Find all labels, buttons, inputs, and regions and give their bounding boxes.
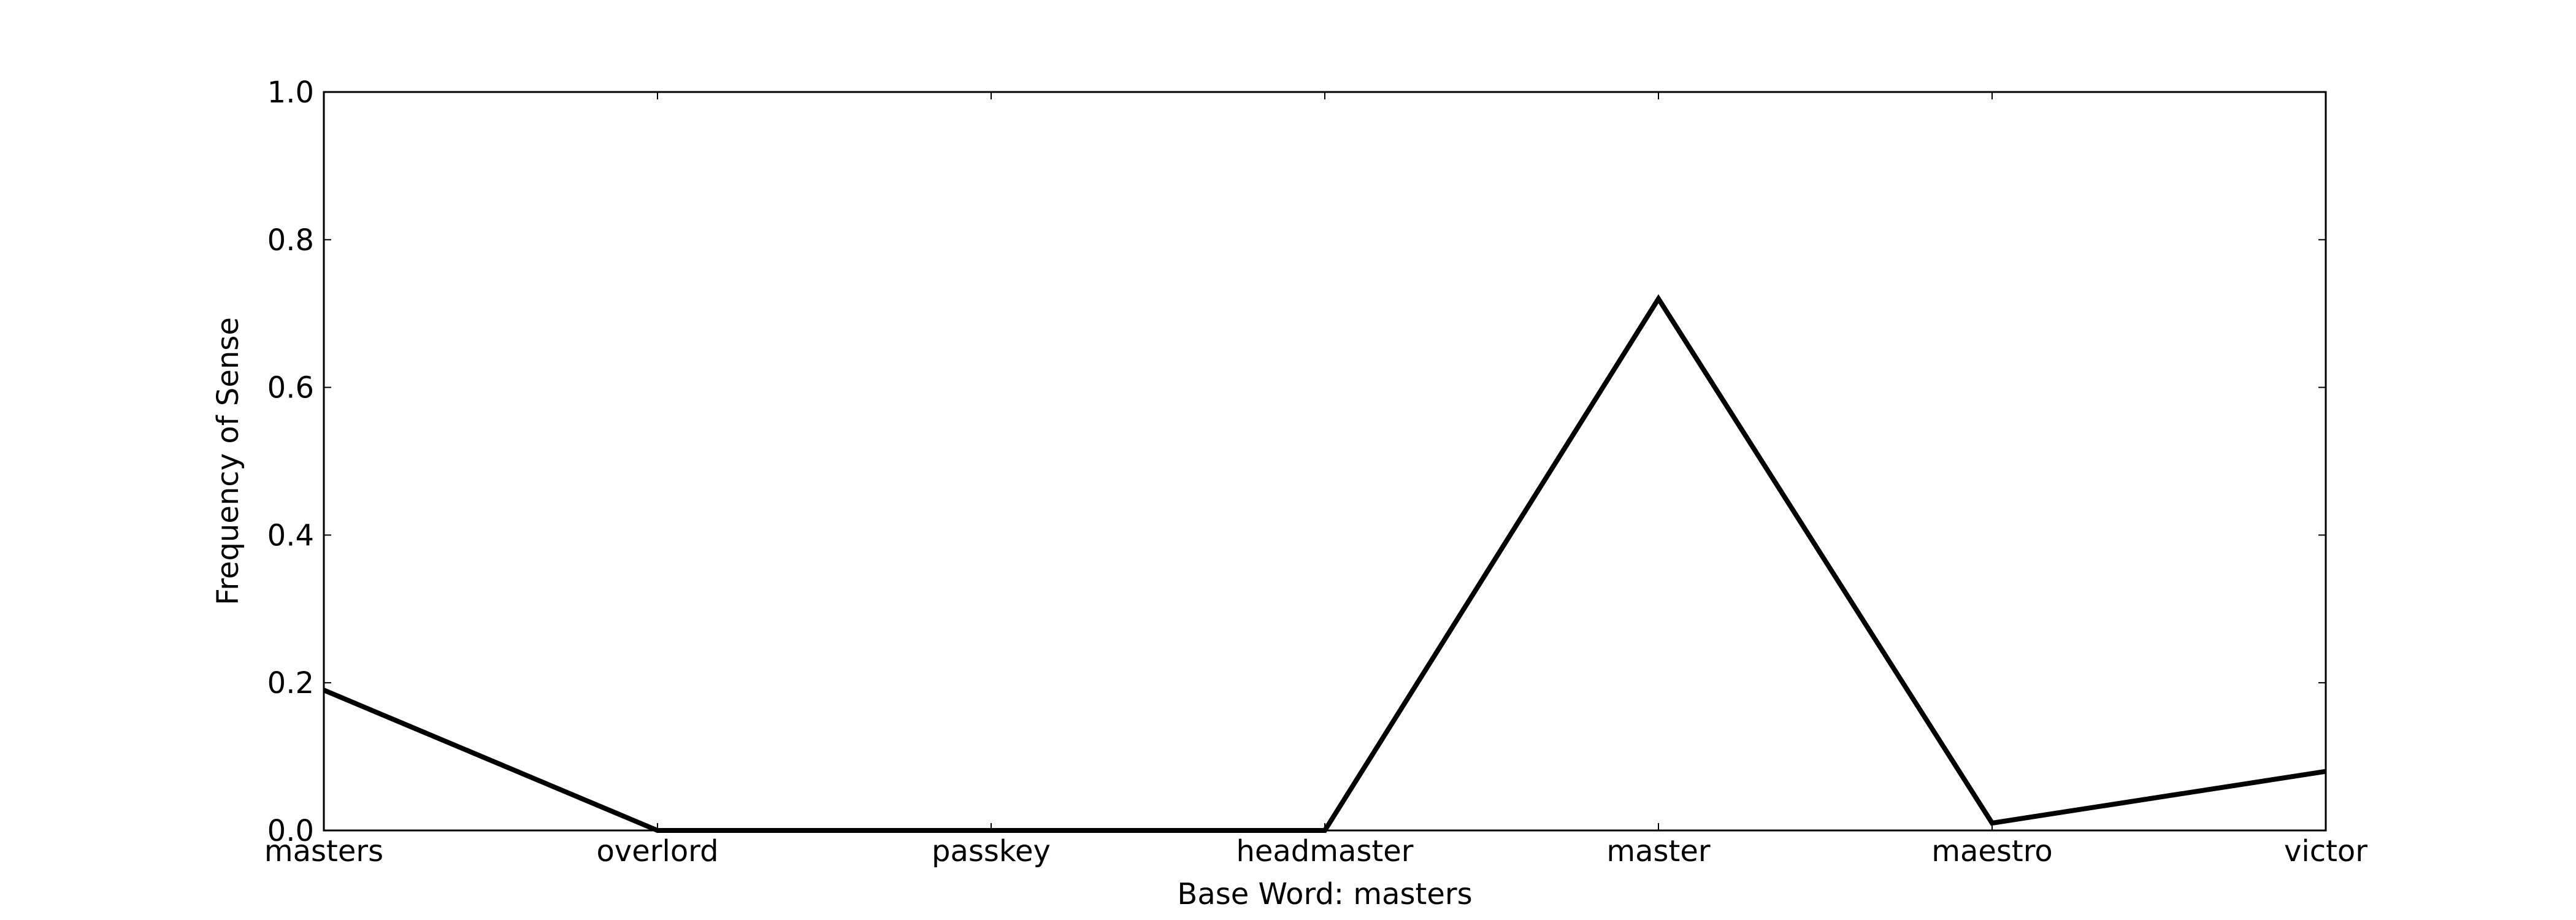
y-tick-label: 0.2	[267, 666, 314, 700]
x-tick-label: maestro	[1931, 834, 2053, 868]
y-tick-label: 0.4	[267, 518, 314, 553]
x-tick-label: master	[1606, 834, 1711, 868]
y-tick-label: 0.8	[267, 223, 314, 258]
y-tick-label: 0.0	[267, 814, 314, 848]
y-tick-label: 0.6	[267, 371, 314, 405]
x-tick-label: passkey	[932, 834, 1051, 868]
tick-labels: masters overlord passkey headmaster master ma…	[264, 75, 2367, 868]
plot-area-frame	[323, 91, 2327, 832]
x-tick-label: masters	[264, 834, 383, 868]
x-tick-label: overlord	[596, 834, 718, 868]
x-tick-label: headmaster	[1236, 834, 1413, 868]
x-tick-label: victor	[2284, 834, 2367, 868]
y-axis-title: Frequency of Sense	[211, 317, 245, 605]
x-axis-title: Base Word: masters	[1177, 877, 1472, 911]
y-tick-label: 1.0	[267, 75, 314, 110]
